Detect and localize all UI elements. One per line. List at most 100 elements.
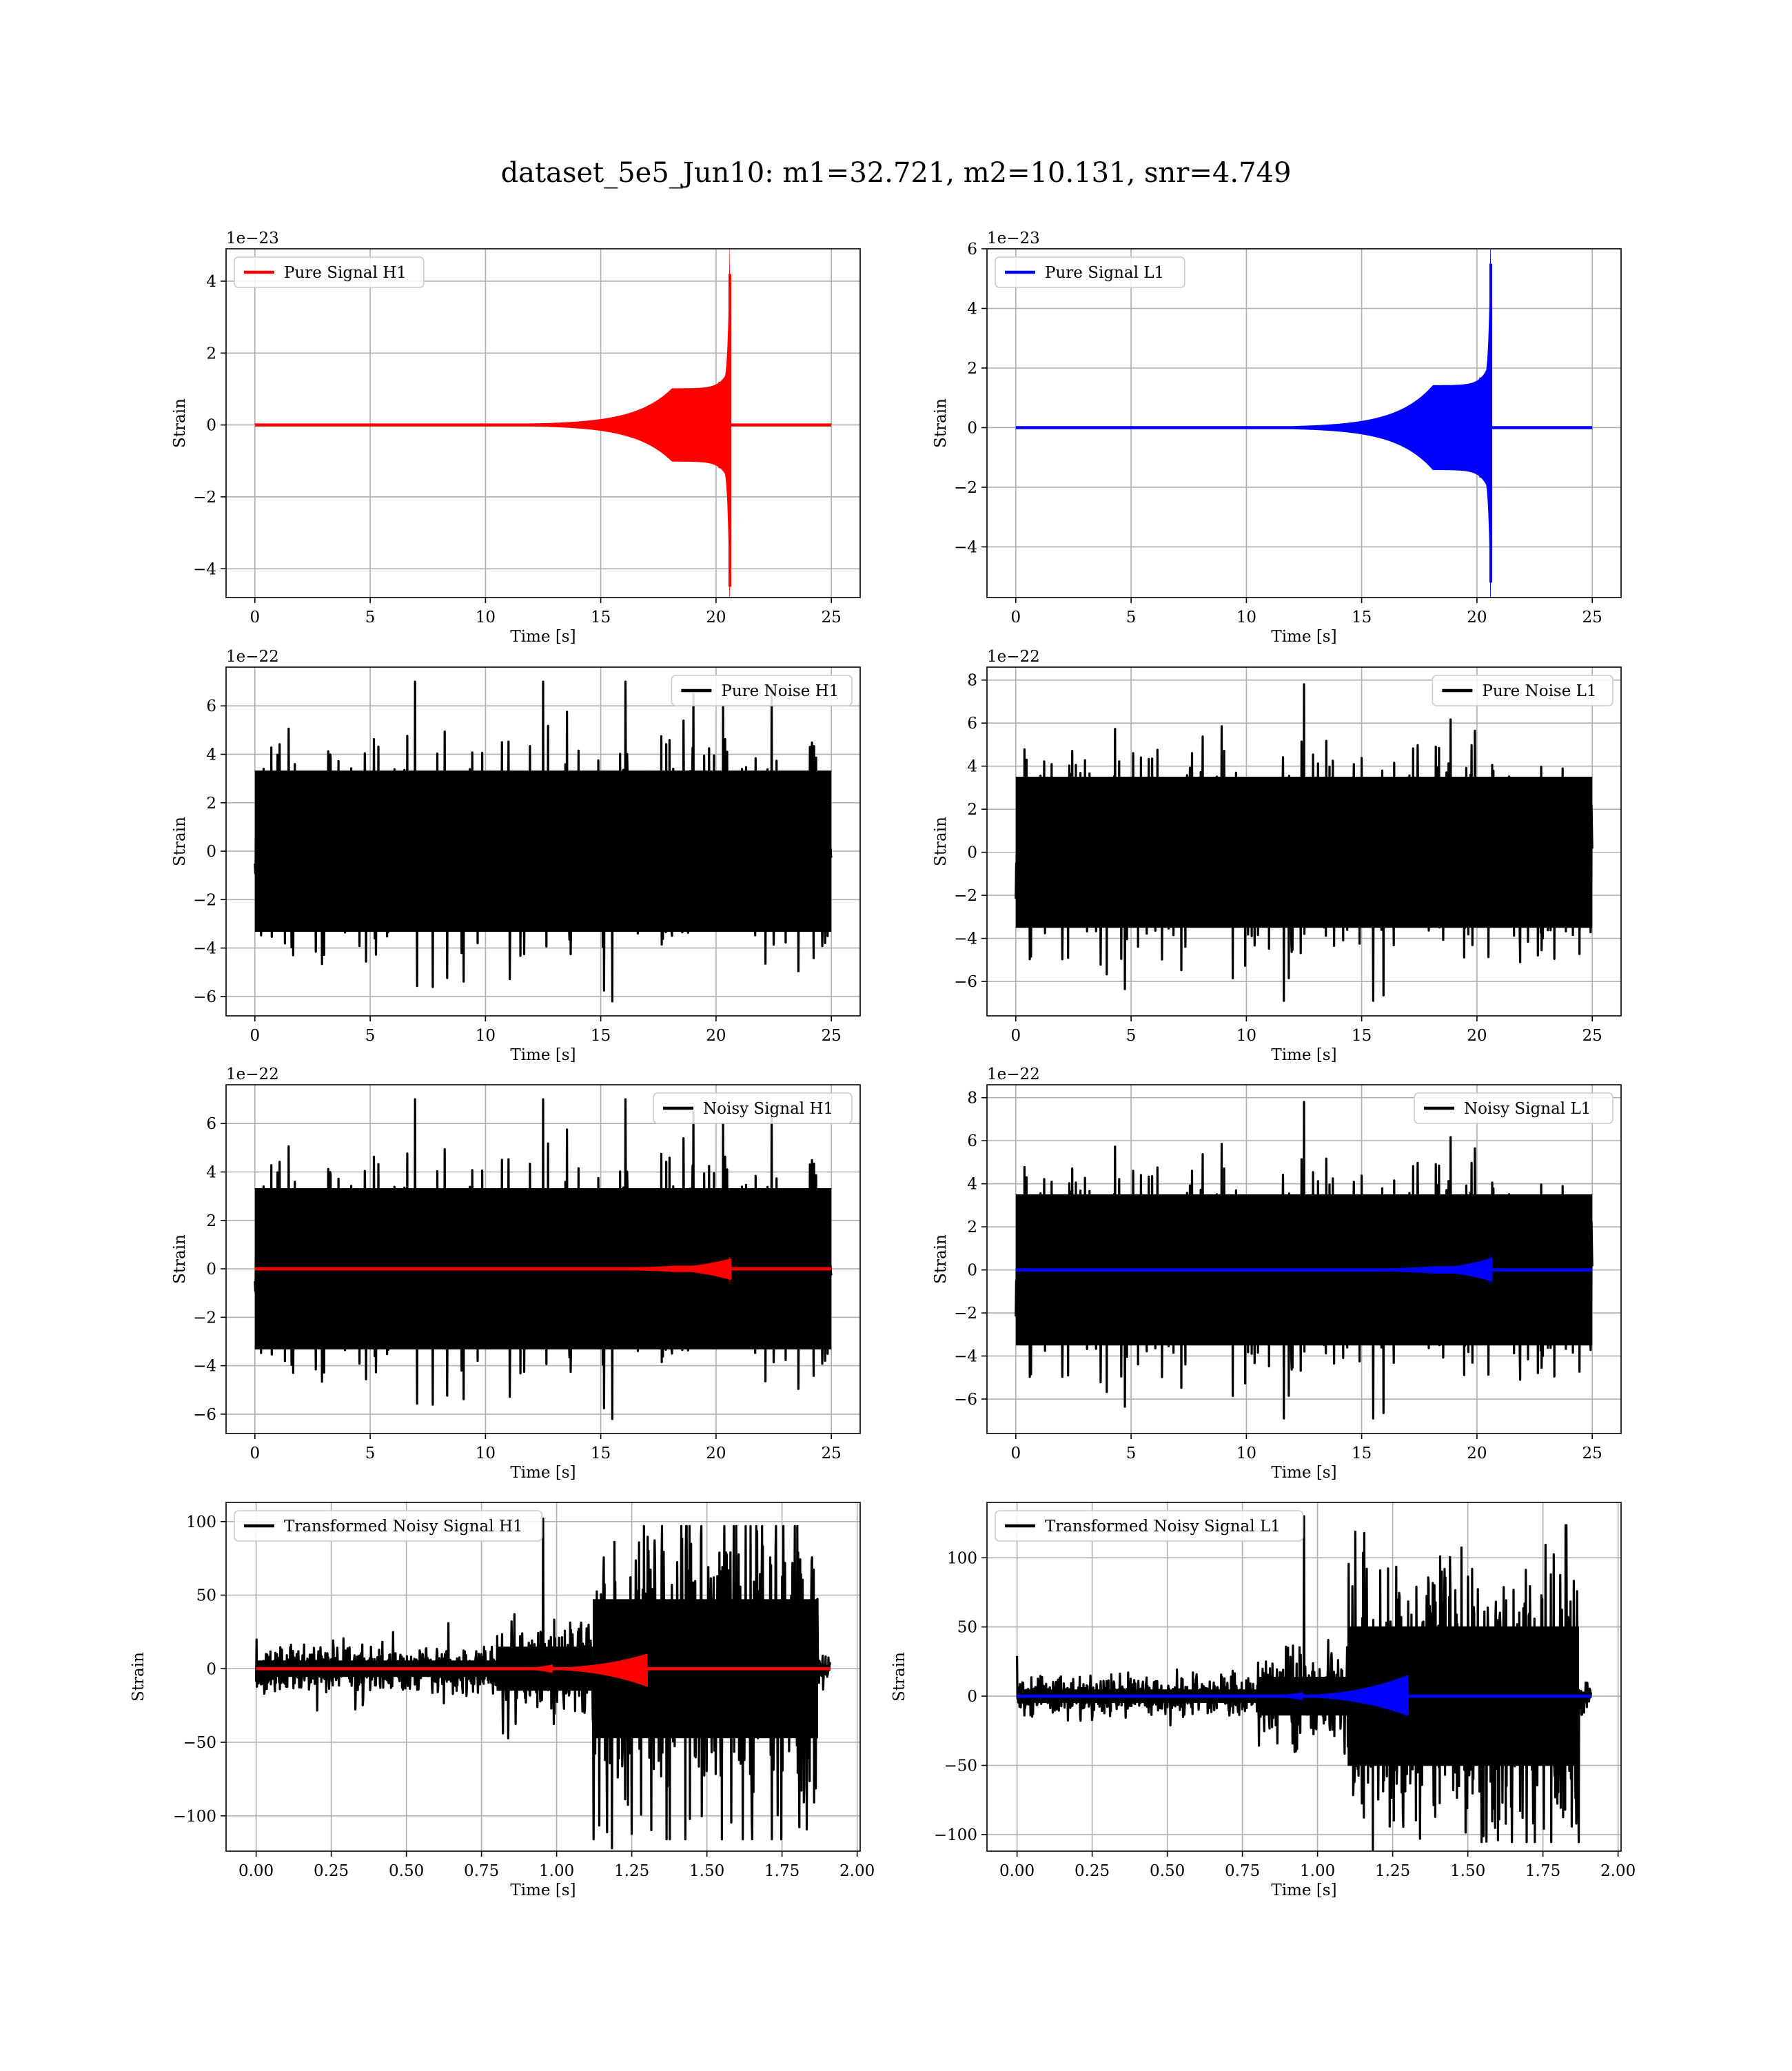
x-tick-label: 15 (591, 609, 611, 626)
y-tick-label: −2 (954, 887, 977, 905)
subplot-0: 0 5 10 15 20 25 −4 −2 0 2 4 Time [s] Strain 1e−23 Pure… (171, 229, 861, 646)
y-tick-label: −6 (193, 1406, 216, 1424)
x-tick-label: 25 (822, 1445, 842, 1462)
y-axis-label: Strain (130, 1652, 147, 1702)
plot-area (254, 249, 832, 598)
subplot-1: 0 5 10 15 20 25 −4 −2 0 2 4 6 Time [s] Strain 1e−23 Pur… (932, 229, 1622, 646)
series-line (1015, 683, 1594, 1002)
x-tick-label: 10 (476, 609, 496, 626)
y-tick-label: 6 (967, 241, 977, 258)
legend-box (995, 1510, 1304, 1542)
x-axis-label: Time [s] (1271, 1881, 1336, 1899)
legend: Pure Signal H1 (234, 256, 425, 288)
y-tick-label: −50 (944, 1757, 977, 1775)
legend: Pure Noise L1 (1432, 675, 1613, 706)
y-tick-label: −4 (954, 538, 977, 556)
y-tick-label: 6 (967, 715, 977, 733)
y-tick-label: −2 (193, 489, 216, 507)
x-axis-label: Time [s] (1271, 628, 1336, 646)
legend-label: Noisy Signal L1 (1464, 1100, 1591, 1118)
x-tick-label: 1.50 (1450, 1862, 1485, 1880)
signal-overlay-chirp (502, 1654, 648, 1686)
x-tick-label: 0 (1010, 1027, 1021, 1045)
y-tick-label: 0 (206, 1660, 216, 1678)
axes-frame (225, 1084, 861, 1434)
series-line (1016, 1515, 1592, 1851)
x-tick-label: 1.75 (1525, 1862, 1560, 1880)
axes-frame (986, 1084, 1622, 1434)
x-tick-label: 0 (250, 1027, 260, 1045)
y-tick-label: 2 (967, 1218, 977, 1236)
plot-area (255, 1517, 831, 1850)
offset-text: 1e−23 (987, 229, 1040, 247)
y-axis-label: Strain (171, 817, 189, 866)
y-axis-label: Strain (932, 1234, 950, 1284)
x-tick-label: 5 (365, 1445, 376, 1462)
y-tick-label: 2 (967, 360, 977, 378)
legend-box (1414, 1092, 1613, 1124)
y-tick-label: 50 (196, 1587, 216, 1605)
x-tick-label: 10 (1236, 1445, 1256, 1462)
x-tick-label: 5 (365, 609, 376, 626)
legend-box (1432, 675, 1613, 706)
y-axis-label: Strain (171, 398, 189, 448)
y-tick-label: −6 (954, 1391, 977, 1409)
offset-text: 1e−22 (987, 1065, 1040, 1083)
y-tick-label: 50 (957, 1619, 977, 1637)
x-tick-label: 20 (1467, 1027, 1487, 1045)
x-tick-label: 10 (1236, 1027, 1256, 1045)
y-tick-label: 100 (947, 1549, 977, 1567)
y-tick-label: 4 (967, 300, 977, 318)
y-tick-label: 4 (967, 1176, 977, 1194)
x-axis-label: Time [s] (510, 1046, 576, 1064)
subplot-4: 0 5 10 15 20 25 −6 −4 −2 0 2 4 6 Time [s] Strain 1e−22 N… (171, 1065, 861, 1482)
x-tick-label: 1.50 (689, 1862, 724, 1880)
axes-frame (225, 666, 861, 1017)
plot-area (254, 1098, 833, 1420)
y-tick-label: 6 (206, 697, 216, 715)
figure-title: dataset_5e5_Jun10: m1=32.721, m2=10.131,… (500, 157, 1292, 189)
y-tick-label: −4 (193, 560, 216, 578)
x-tick-label: 15 (591, 1027, 611, 1045)
y-tick-label: 6 (967, 1132, 977, 1150)
x-tick-label: 1.75 (764, 1862, 800, 1880)
legend-box (234, 256, 425, 288)
x-tick-label: 0 (250, 609, 260, 626)
plot-area (1015, 683, 1594, 1002)
y-axis-label: Strain (932, 817, 950, 866)
subplot-2: 0 5 10 15 20 25 −6 −4 −2 0 2 4 6 Time [s] Strain 1e−22 P… (171, 648, 861, 1064)
subplot-5: 0 5 10 15 20 25 −6 −4 −2 0 2 4 6 8 Time [s] Strain 1e−22… (932, 1065, 1622, 1482)
legend: Pure Signal L1 (995, 256, 1185, 288)
plot-area (1016, 1515, 1592, 1851)
y-tick-label: 8 (967, 1090, 977, 1108)
x-axis-label: Time [s] (1271, 1046, 1336, 1064)
axes-frame (986, 1502, 1622, 1852)
y-tick-label: 4 (206, 746, 216, 764)
y-tick-label: −4 (954, 930, 977, 948)
series-band (533, 369, 730, 480)
x-tick-label: 5 (365, 1027, 376, 1045)
y-tick-label: 0 (967, 419, 977, 437)
y-tick-label: 4 (206, 1164, 216, 1182)
series-line (1015, 1101, 1594, 1420)
x-axis-label: Time [s] (510, 1881, 576, 1899)
legend-label: Pure Signal L1 (1045, 264, 1164, 282)
y-tick-label: −4 (193, 940, 216, 958)
axes-frame (986, 248, 1622, 598)
y-tick-label: 0 (206, 1261, 216, 1278)
x-tick-label: 1.00 (539, 1862, 574, 1880)
signal-overlay-chirp (1375, 1258, 1491, 1281)
y-tick-label: 0 (967, 1688, 977, 1706)
axes-frame (225, 1502, 861, 1852)
subplot-3: 0 5 10 15 20 25 −6 −4 −2 0 2 4 6 8 Time [s] Strain 1e−22… (932, 648, 1622, 1064)
series-band (1294, 363, 1491, 492)
x-tick-label: 0.00 (999, 1862, 1035, 1880)
x-axis-label: Time [s] (1271, 1464, 1336, 1482)
x-tick-label: 2.00 (839, 1862, 875, 1880)
x-tick-label: 25 (822, 609, 842, 626)
legend-label: Pure Noise L1 (1482, 682, 1596, 700)
y-tick-label: −50 (183, 1734, 216, 1752)
x-tick-label: 25 (1582, 609, 1602, 626)
series-line (254, 1098, 833, 1420)
legend-box (234, 1510, 543, 1542)
